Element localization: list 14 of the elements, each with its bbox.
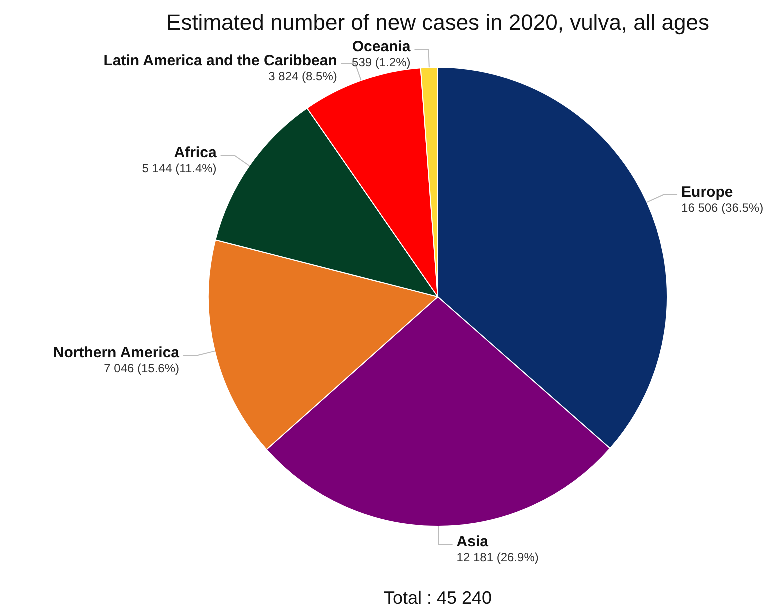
slice-label: Oceania (352, 38, 412, 56)
slice-label: Europe (682, 184, 734, 202)
data-label: 12 181 (26.9%) (456, 550, 539, 564)
slice-label: Asia (456, 534, 490, 550)
data-label: 16 506 (36.5%) (682, 201, 764, 216)
data-label: 539 (1.2%) (352, 56, 411, 70)
chart-title: Estimated number of new cases in 2020, vulva, all ages (166, 10, 710, 35)
data-label: 7 046 (15.6%) (104, 362, 180, 376)
text: Total : 45 240 (384, 588, 492, 608)
data-label: 3 824 (8.5%) (268, 70, 338, 84)
data-label: 5 144 (11.4%) (142, 162, 217, 176)
slice-label: Africa (174, 144, 218, 162)
slice-label: Latin America and the Caribbean (104, 52, 338, 70)
slice-label: Northern America (53, 344, 180, 362)
